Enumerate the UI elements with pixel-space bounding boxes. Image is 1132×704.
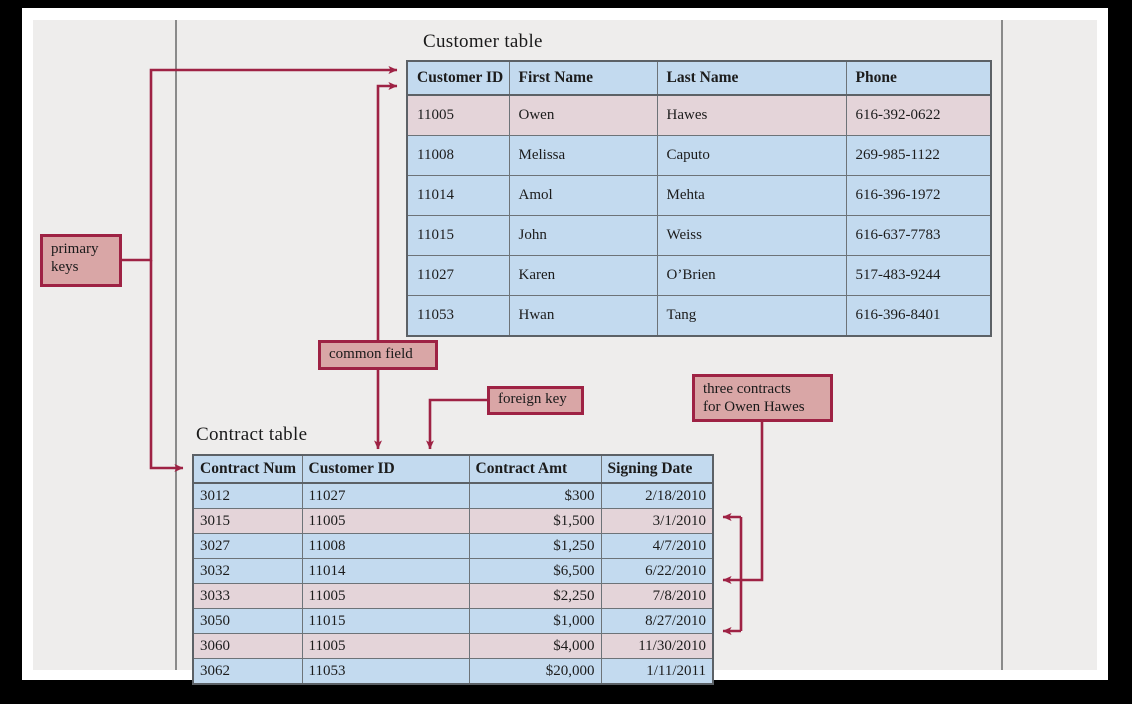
cell-contract-amt: $1,250	[468, 533, 602, 559]
customer-col-phone: Phone	[845, 60, 992, 96]
cell-customer-id: 11005	[301, 633, 470, 659]
cell-contract-num: 3050	[192, 608, 303, 634]
customer-table-title: Customer table	[423, 31, 543, 52]
cell-signing-date: 8/27/2010	[600, 608, 714, 634]
contract-col-customer-id: Customer ID	[301, 454, 470, 484]
callout-common-field: common field	[318, 340, 438, 370]
cell-customer-id: 11014	[301, 558, 470, 584]
cell-phone: 616-396-8401	[845, 295, 992, 337]
cell-customer-id: 11027	[406, 255, 510, 296]
cell-contract-amt: $4,000	[468, 633, 602, 659]
cell-contract-num: 3015	[192, 508, 303, 534]
table-row: 11053 Hwan Tang 616-396-8401	[406, 295, 992, 337]
table-row: 3032 11014 $6,500 6/22/2010	[192, 558, 714, 584]
contract-table: Contract Num Customer ID Contract Amt Si…	[192, 454, 714, 685]
cell-contract-num: 3027	[192, 533, 303, 559]
table-row: 3060 11005 $4,000 11/30/2010	[192, 633, 714, 659]
cell-signing-date: 4/7/2010	[600, 533, 714, 559]
cell-contract-num: 3012	[192, 482, 303, 509]
table-row: 3033 11005 $2,250 7/8/2010	[192, 583, 714, 609]
cell-first-name: Amol	[508, 175, 658, 216]
cell-last-name: Hawes	[656, 94, 847, 136]
page-rule-right	[1001, 20, 1003, 670]
cell-last-name: Mehta	[656, 175, 847, 216]
cell-customer-id: 11053	[301, 658, 470, 685]
cell-contract-amt: $2,250	[468, 583, 602, 609]
cell-customer-id: 11015	[406, 215, 510, 256]
cell-contract-num: 3062	[192, 658, 303, 685]
table-row: 11027 Karen O’Brien 517-483-9244	[406, 255, 992, 296]
contract-table-title: Contract table	[196, 424, 308, 445]
cell-phone: 616-392-0622	[845, 94, 992, 136]
cell-first-name: Hwan	[508, 295, 658, 337]
cell-contract-amt: $20,000	[468, 658, 602, 685]
cell-customer-id: 11008	[301, 533, 470, 559]
callout-primary-keys: primary keys	[40, 234, 122, 287]
customer-table-header-row: Customer ID First Name Last Name Phone	[406, 60, 992, 96]
cell-last-name: Weiss	[656, 215, 847, 256]
cell-contract-num: 3060	[192, 633, 303, 659]
table-row: 11014 Amol Mehta 616-396-1972	[406, 175, 992, 216]
cell-customer-id: 11014	[406, 175, 510, 216]
callout-three-contracts: three contracts for Owen Hawes	[692, 374, 833, 422]
customer-col-first-name: First Name	[508, 60, 658, 96]
cell-signing-date: 2/18/2010	[600, 482, 714, 509]
table-row: 11015 John Weiss 616-637-7783	[406, 215, 992, 256]
cell-phone: 269-985-1122	[845, 135, 992, 176]
cell-signing-date: 11/30/2010	[600, 633, 714, 659]
cell-contract-amt: $1,500	[468, 508, 602, 534]
cell-signing-date: 1/11/2011	[600, 658, 714, 685]
cell-contract-num: 3033	[192, 583, 303, 609]
cell-customer-id: 11005	[301, 508, 470, 534]
cell-customer-id: 11005	[406, 94, 510, 136]
cell-customer-id: 11027	[301, 482, 470, 509]
table-row: 3062 11053 $20,000 1/11/2011	[192, 658, 714, 685]
cell-contract-amt: $300	[468, 482, 602, 509]
customer-col-customer-id: Customer ID	[406, 60, 510, 96]
cell-phone: 616-396-1972	[845, 175, 992, 216]
cell-first-name: Melissa	[508, 135, 658, 176]
cell-contract-amt: $1,000	[468, 608, 602, 634]
cell-last-name: Tang	[656, 295, 847, 337]
cell-contract-amt: $6,500	[468, 558, 602, 584]
table-row: 11008 Melissa Caputo 269-985-1122	[406, 135, 992, 176]
cell-signing-date: 6/22/2010	[600, 558, 714, 584]
cell-phone: 616-637-7783	[845, 215, 992, 256]
contract-col-signing-date: Signing Date	[600, 454, 714, 484]
cell-contract-num: 3032	[192, 558, 303, 584]
contract-col-contract-num: Contract Num	[192, 454, 303, 484]
contract-col-contract-amt: Contract Amt	[468, 454, 602, 484]
cell-customer-id: 11015	[301, 608, 470, 634]
customer-table: Customer ID First Name Last Name Phone 1…	[406, 60, 992, 337]
customer-col-last-name: Last Name	[656, 60, 847, 96]
cell-signing-date: 3/1/2010	[600, 508, 714, 534]
table-row: 3015 11005 $1,500 3/1/2010	[192, 508, 714, 534]
cell-last-name: Caputo	[656, 135, 847, 176]
table-row: 3050 11015 $1,000 8/27/2010	[192, 608, 714, 634]
cell-customer-id: 11053	[406, 295, 510, 337]
contract-table-header-row: Contract Num Customer ID Contract Amt Si…	[192, 454, 714, 484]
page-rule-left	[175, 20, 177, 670]
table-row: 3012 11027 $300 2/18/2010	[192, 482, 714, 509]
cell-first-name: John	[508, 215, 658, 256]
table-row: 3027 11008 $1,250 4/7/2010	[192, 533, 714, 559]
cell-customer-id: 11005	[301, 583, 470, 609]
cell-first-name: Karen	[508, 255, 658, 296]
cell-last-name: O’Brien	[656, 255, 847, 296]
cell-phone: 517-483-9244	[845, 255, 992, 296]
callout-foreign-key: foreign key	[487, 386, 584, 415]
cell-signing-date: 7/8/2010	[600, 583, 714, 609]
cell-first-name: Owen	[508, 94, 658, 136]
cell-customer-id: 11008	[406, 135, 510, 176]
table-row: 11005 Owen Hawes 616-392-0622	[406, 94, 992, 136]
